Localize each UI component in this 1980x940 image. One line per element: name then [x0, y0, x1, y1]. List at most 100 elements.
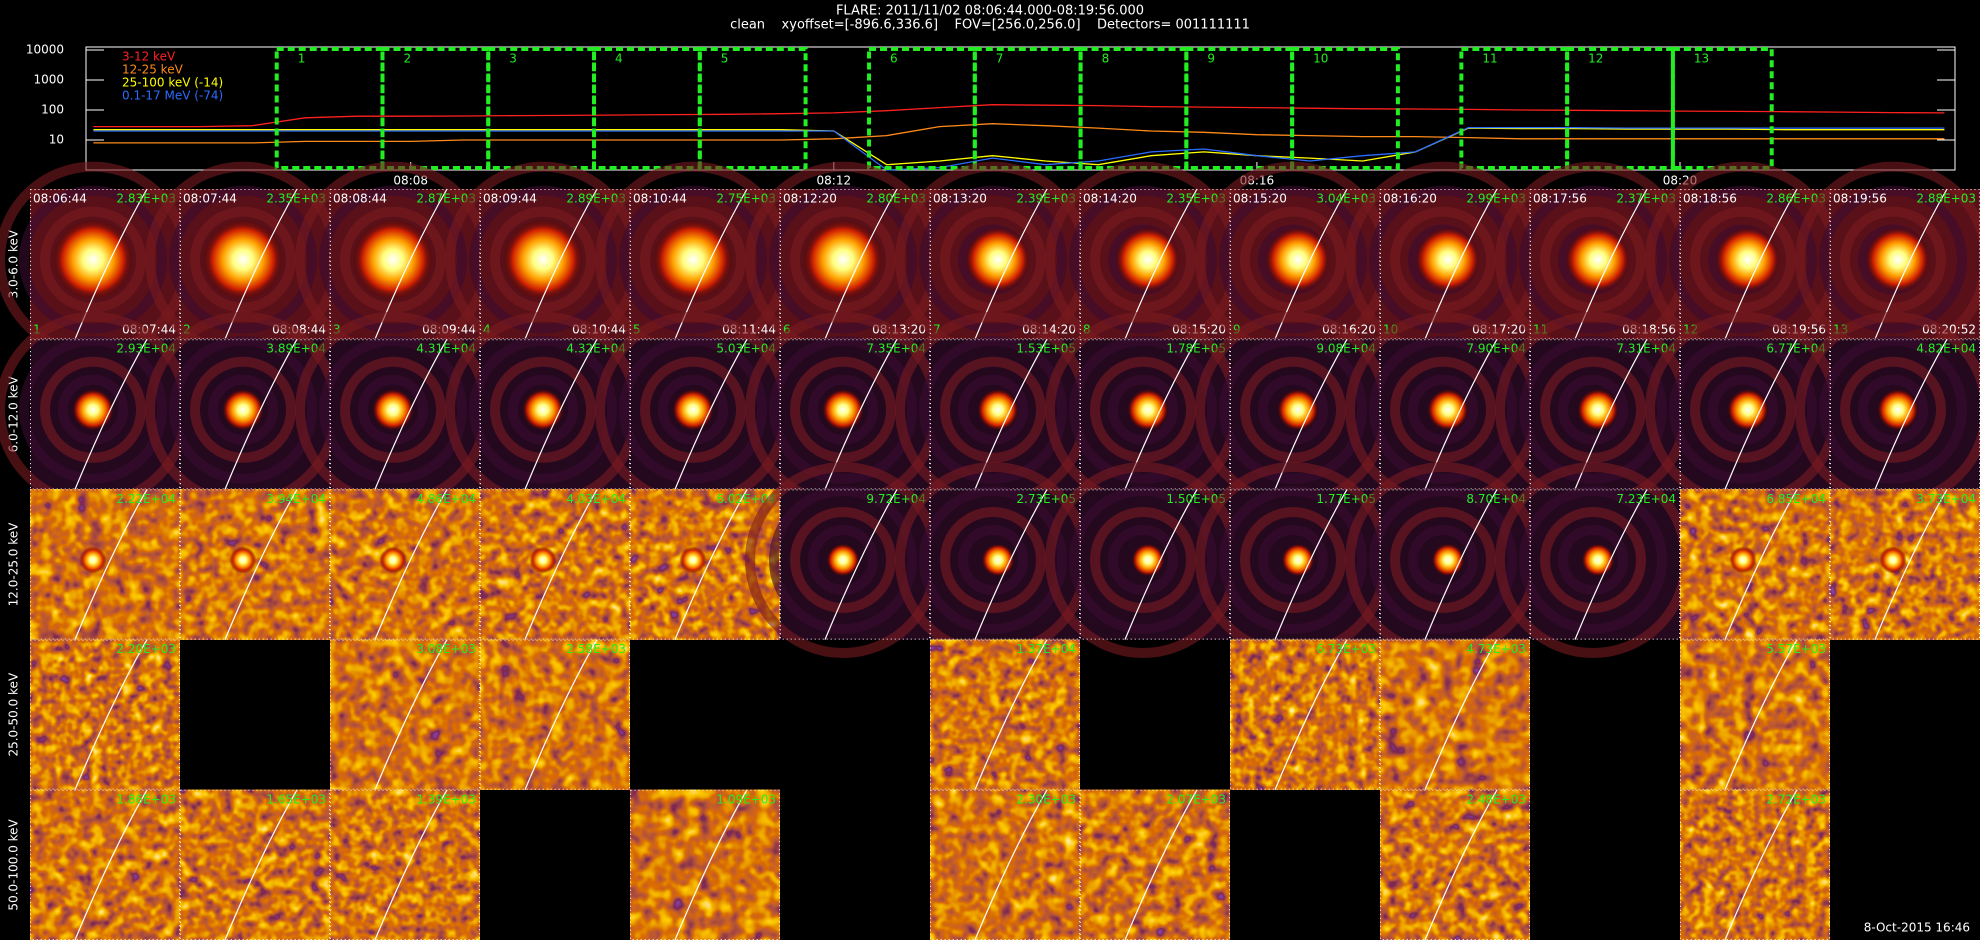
ring: [1108, 374, 1178, 445]
ring: [508, 374, 578, 445]
ring: [919, 485, 1067, 634]
ring: [940, 506, 1046, 613]
source: [372, 388, 414, 431]
solar-limb: [1424, 639, 1498, 791]
header-title: FLARE: 2011/11/02 08:06:44.000-08:19:56.…: [836, 4, 1144, 19]
panel-border: [330, 489, 480, 640]
ring: [319, 335, 467, 484]
max-value: 9.08E+04: [1316, 342, 1376, 356]
max-value: 2.80E+03: [866, 192, 926, 206]
ring: [658, 374, 728, 445]
ring: [1219, 485, 1367, 634]
panel-border: [1380, 489, 1530, 640]
max-value: 1.77E+05: [1316, 492, 1376, 506]
ring: [1558, 374, 1628, 445]
ring: [1390, 506, 1496, 613]
ring: [1540, 506, 1646, 613]
panel-border: [1380, 639, 1530, 790]
max-value: 7.35E+04: [866, 342, 926, 356]
light-curve: [93, 104, 1945, 128]
image-panel: 7.31E+04: [1495, 311, 1691, 508]
source: [965, 226, 1031, 293]
ring: [19, 335, 167, 484]
max-value: 2.20E+03: [116, 642, 176, 656]
ring: [469, 335, 617, 484]
max-value: 1.78E+05: [1166, 342, 1226, 356]
ring: [1519, 485, 1667, 634]
solar-limb: [1124, 789, 1198, 940]
image-panel: 4.31E+04: [295, 311, 491, 508]
source: [1115, 226, 1181, 293]
panel-noise: [1680, 789, 1830, 940]
max-value: 2.87E+03: [416, 192, 476, 206]
time-interval: [697, 47, 808, 170]
panel-noise: [1680, 639, 1830, 790]
legend-entry: 0.1-17 MeV (-74): [122, 89, 223, 103]
solar-limb: [674, 338, 748, 490]
max-value: 2.39E+03: [1016, 192, 1076, 206]
image-panel: 7.23E+04: [1495, 461, 1691, 658]
source: [1131, 543, 1165, 577]
max-value: 1.37E+04: [1016, 642, 1076, 656]
source: [679, 546, 707, 574]
energy-label: 12.0-25.0 keV: [7, 522, 21, 606]
interval-label: 2: [403, 52, 411, 66]
source: [1879, 546, 1907, 574]
interval-label: 12: [1588, 52, 1603, 66]
max-value: 1.86E+03: [116, 792, 176, 806]
ring: [1258, 524, 1328, 595]
solar-limb: [1724, 338, 1798, 490]
solar-limb: [674, 489, 748, 640]
ring: [769, 485, 917, 634]
ring: [1240, 506, 1346, 613]
ring: [1369, 185, 1517, 334]
panel-noise: [930, 789, 1080, 940]
ring: [1390, 356, 1496, 463]
start-time: 08:19:56: [1833, 192, 1887, 206]
solar-limb: [1724, 489, 1798, 640]
ring: [619, 185, 767, 334]
light-curve: [93, 126, 1945, 171]
panel-border: [1680, 339, 1830, 490]
ring: [1369, 485, 1517, 634]
max-value: 4.82E+04: [1916, 342, 1976, 356]
solar-limb: [524, 639, 598, 791]
source: [79, 546, 107, 574]
ring: [208, 374, 278, 445]
panel-noise: [30, 639, 180, 790]
ring: [58, 374, 128, 445]
y-tick-label: 1000: [33, 73, 64, 87]
panel-border: [30, 489, 180, 640]
panel-noise: [330, 789, 480, 940]
ring: [1240, 206, 1346, 313]
time-interval: [592, 47, 702, 170]
time-interval: [380, 47, 491, 170]
solar-limb: [224, 338, 298, 490]
max-value: 3.73E+04: [1916, 492, 1976, 506]
start-time: 08:18:56: [1683, 192, 1737, 206]
max-value: 2.58E+03: [566, 642, 626, 656]
ring: [1558, 524, 1628, 595]
panel-noise: [1080, 789, 1230, 940]
legend-entry: 25-100 keV (-14): [122, 76, 223, 90]
image-panel: 2.07E+03: [1080, 789, 1230, 940]
time-interval: [1290, 47, 1400, 170]
max-value: 2.07E+03: [1166, 792, 1226, 806]
ring: [169, 185, 317, 334]
solar-limb: [524, 489, 598, 640]
image-panel: 4.73E+03: [1380, 639, 1530, 791]
max-value: 1.53E+05: [1016, 342, 1076, 356]
panel-noise: [1380, 639, 1530, 790]
start-time: 08:12:20: [783, 192, 837, 206]
source: [202, 219, 284, 301]
solar-limb: [1124, 489, 1198, 640]
panel-border: [630, 339, 780, 490]
interval-label: 11: [1482, 52, 1497, 66]
ring: [490, 206, 596, 313]
image-panel: 2.72E+03: [1680, 789, 1830, 940]
image-panel: 1.53E+05: [895, 311, 1091, 508]
